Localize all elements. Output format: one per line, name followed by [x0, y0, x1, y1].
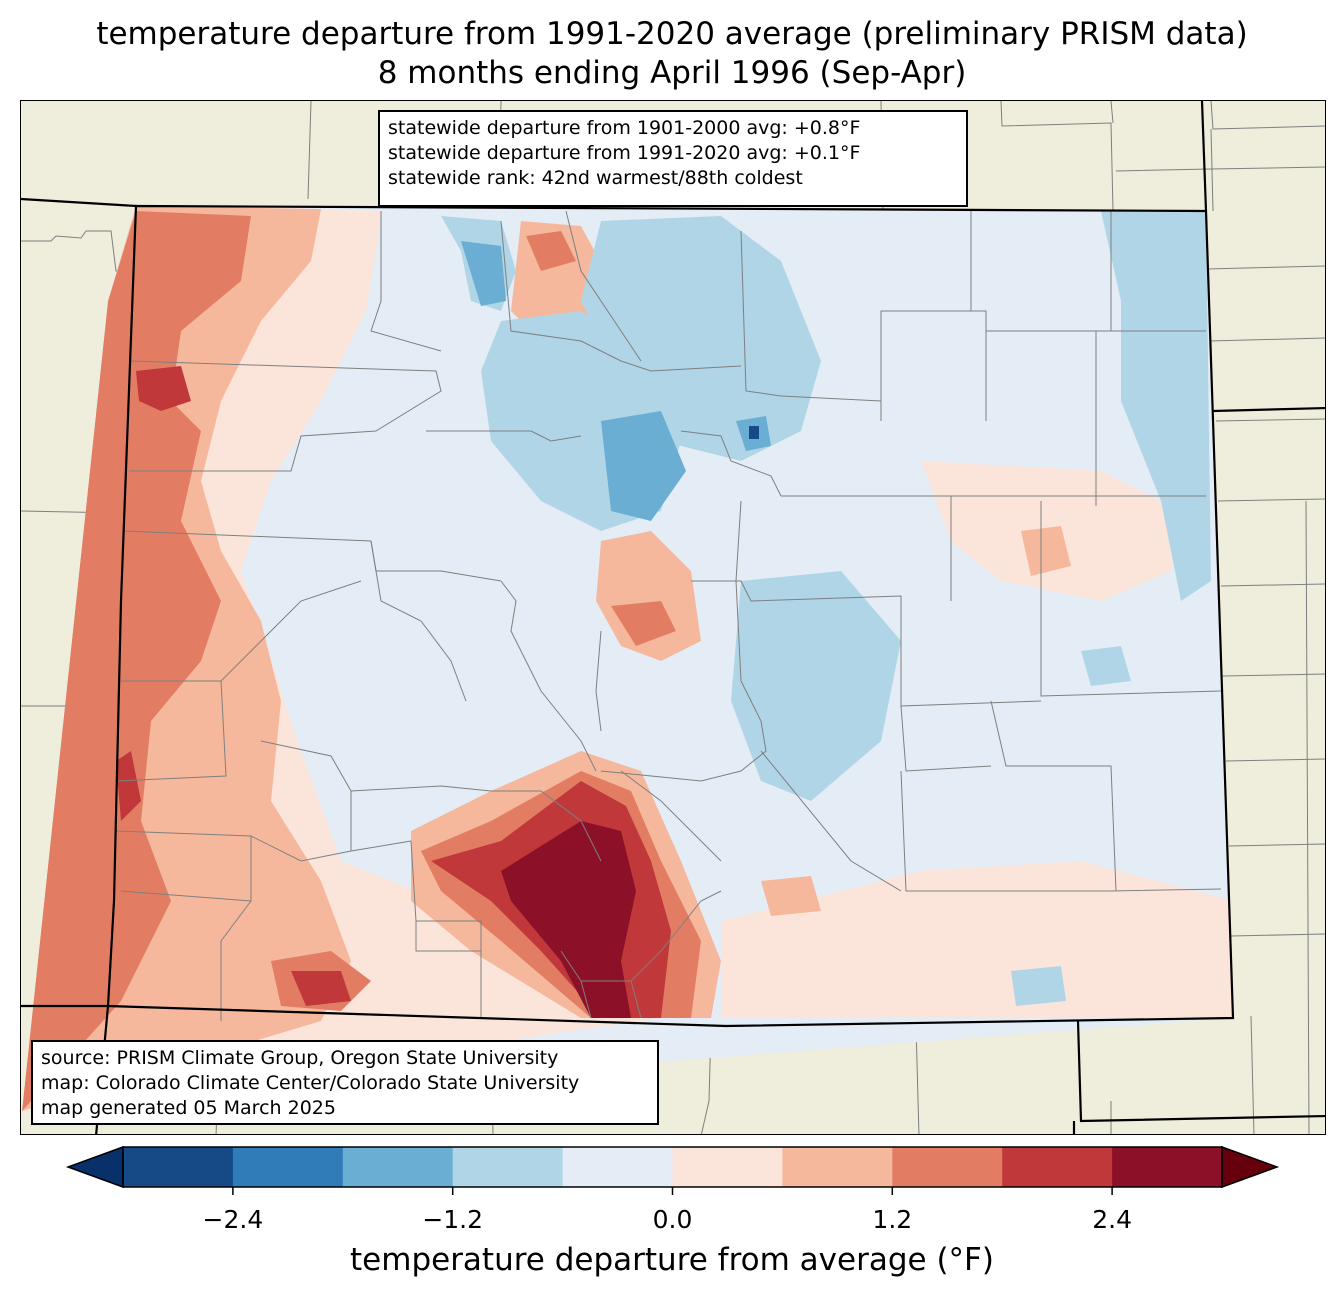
source-line-3: map generated 05 March 2025 [41, 1097, 336, 1119]
colorado-county-lines [115, 210, 1222, 1021]
colorbar-tick-label: −1.2 [422, 1205, 484, 1234]
stats-line-2: statewide departure from 1991-2020 avg: … [388, 142, 861, 164]
colorbar-under-arrow [65, 1145, 124, 1189]
colorbar-segment [232, 1147, 344, 1187]
map-subtitle: 8 months ending April 1996 (Sep-Apr) [377, 55, 967, 91]
colorbar-tick-label: 1.2 [872, 1205, 913, 1234]
source-box: source: PRISM Climate Group, Oregon Stat… [31, 1040, 659, 1125]
colorado-map [20, 100, 1326, 1135]
state-borders [21, 101, 1325, 1134]
map-title: temperature departure from 1991-2020 ave… [96, 16, 1248, 52]
colorbar-segment [342, 1147, 454, 1187]
colorbar-segment [672, 1147, 783, 1187]
colorbar-segment [1112, 1147, 1223, 1187]
stats-line-3: statewide rank: 42nd warmest/88th coldes… [388, 167, 803, 189]
colorbar [65, 1145, 1280, 1195]
colorbar-segment [562, 1147, 673, 1187]
colorbar-segment [123, 1147, 234, 1187]
stats-line-1: statewide departure from 1901-2000 avg: … [388, 117, 861, 139]
colorbar-tick-label: −2.4 [202, 1205, 264, 1234]
colorbar-tick-label: 0.0 [652, 1205, 693, 1234]
source-line-1: source: PRISM Climate Group, Oregon Stat… [41, 1047, 559, 1069]
colorbar-segment [782, 1147, 893, 1187]
colorbar-label: temperature departure from average (°F) [350, 1242, 994, 1278]
colorbar-over-arrow [1221, 1145, 1280, 1189]
statewide-stats-box: statewide departure from 1901-2000 avg: … [378, 110, 968, 207]
map-canvas [21, 101, 1325, 1134]
source-line-2: map: Colorado Climate Center/Colorado St… [41, 1072, 580, 1094]
colorbar-segment [452, 1147, 564, 1187]
temperature-field [22, 206, 1233, 1111]
colorbar-segment [892, 1147, 1003, 1187]
colorbar-tick-label: 2.4 [1092, 1205, 1132, 1234]
colorbar-segment [1002, 1147, 1113, 1187]
